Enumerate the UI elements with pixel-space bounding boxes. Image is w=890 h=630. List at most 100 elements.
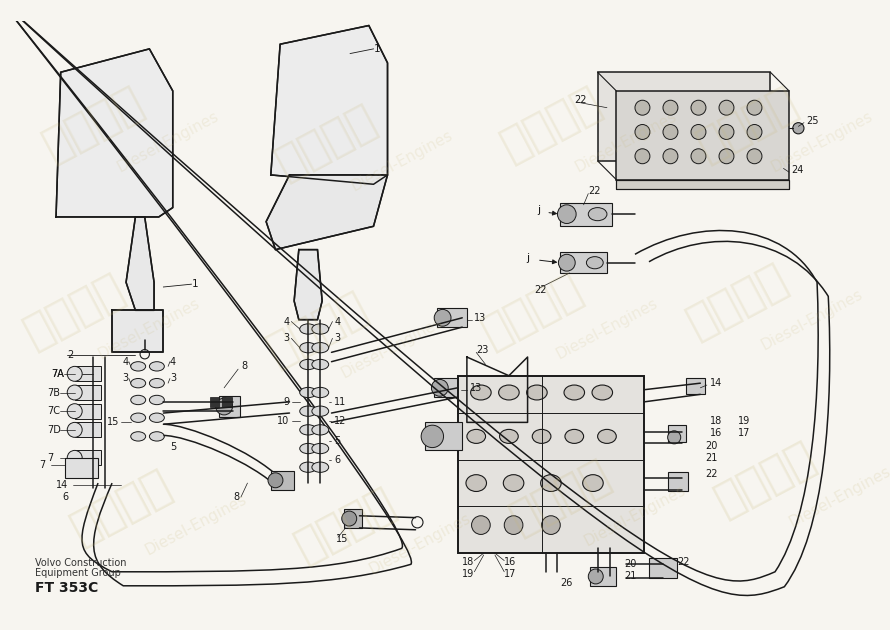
Ellipse shape	[564, 385, 585, 400]
Circle shape	[719, 125, 734, 139]
Text: FT 353C: FT 353C	[36, 581, 99, 595]
Bar	[616, 91, 789, 180]
Bar	[210, 397, 220, 406]
Circle shape	[663, 100, 678, 115]
Text: 紫发动力: 紫发动力	[494, 79, 608, 168]
Text: Diesel-Engines: Diesel-Engines	[339, 314, 446, 381]
Bar	[668, 425, 686, 442]
Circle shape	[68, 404, 82, 419]
Circle shape	[747, 125, 762, 139]
Ellipse shape	[466, 474, 487, 491]
Bar	[75, 404, 101, 419]
Text: Diesel-Engines: Diesel-Engines	[768, 109, 875, 175]
Text: 紫发动力: 紫发动力	[708, 434, 823, 522]
Bar	[65, 458, 98, 478]
Ellipse shape	[540, 474, 562, 491]
Text: 17: 17	[505, 569, 516, 579]
Text: Diesel-Engines: Diesel-Engines	[142, 492, 249, 558]
Text: 2: 2	[68, 350, 74, 360]
Bar	[425, 422, 462, 450]
Text: 21: 21	[705, 453, 717, 463]
Text: 紫发动力: 紫发动力	[18, 266, 132, 355]
Circle shape	[663, 149, 678, 164]
Text: Diesel-Engines: Diesel-Engines	[787, 464, 890, 530]
Bar	[437, 309, 467, 327]
Text: Diesel-Engines: Diesel-Engines	[554, 296, 660, 362]
Ellipse shape	[300, 444, 317, 454]
Circle shape	[663, 125, 678, 139]
Text: 11: 11	[335, 397, 346, 407]
Text: Equipment Group: Equipment Group	[36, 568, 121, 578]
Text: 19: 19	[462, 569, 474, 579]
Polygon shape	[294, 249, 322, 319]
Text: 21: 21	[624, 571, 636, 581]
Circle shape	[268, 472, 283, 488]
Text: 3: 3	[123, 374, 129, 384]
Polygon shape	[616, 180, 789, 189]
Bar	[75, 367, 101, 381]
Text: 紫发动力: 紫发动力	[288, 481, 403, 569]
Ellipse shape	[300, 406, 317, 416]
Text: Diesel-Engines: Diesel-Engines	[572, 109, 679, 175]
Text: 4: 4	[335, 316, 340, 326]
Text: 14: 14	[56, 480, 69, 490]
Text: 14: 14	[709, 378, 722, 388]
Circle shape	[472, 516, 490, 534]
Ellipse shape	[565, 430, 584, 444]
Polygon shape	[266, 175, 387, 249]
Circle shape	[342, 511, 357, 526]
Circle shape	[588, 569, 603, 584]
Ellipse shape	[131, 362, 146, 371]
Text: 紫发动力: 紫发动力	[64, 462, 179, 551]
Text: 3: 3	[283, 333, 289, 343]
Ellipse shape	[131, 413, 146, 422]
Circle shape	[434, 309, 451, 326]
Ellipse shape	[499, 430, 518, 444]
Text: 1: 1	[191, 279, 198, 289]
Text: 24: 24	[791, 165, 804, 175]
Text: 7B: 7B	[46, 387, 60, 398]
Circle shape	[691, 149, 706, 164]
Text: 8: 8	[241, 362, 247, 371]
Text: 23: 23	[476, 345, 489, 355]
Text: 9: 9	[283, 397, 289, 407]
Ellipse shape	[312, 387, 328, 398]
Ellipse shape	[300, 343, 317, 353]
Bar	[75, 450, 101, 466]
Ellipse shape	[467, 430, 486, 444]
Ellipse shape	[150, 379, 165, 388]
Text: 26: 26	[561, 578, 572, 588]
Circle shape	[747, 149, 762, 164]
Text: 5: 5	[170, 442, 176, 452]
Circle shape	[558, 255, 575, 271]
Bar	[649, 558, 677, 578]
Text: 7C: 7C	[46, 406, 60, 416]
Bar	[597, 72, 771, 161]
Text: 13: 13	[474, 313, 487, 323]
Text: 13: 13	[470, 383, 482, 393]
Circle shape	[691, 125, 706, 139]
Circle shape	[635, 125, 650, 139]
Polygon shape	[126, 217, 154, 311]
Ellipse shape	[504, 474, 524, 491]
Circle shape	[719, 149, 734, 164]
Ellipse shape	[150, 395, 165, 404]
Ellipse shape	[131, 395, 146, 404]
Text: 22: 22	[588, 186, 601, 196]
Text: 8: 8	[233, 492, 239, 502]
Text: 7A: 7A	[52, 369, 64, 379]
Polygon shape	[271, 26, 387, 184]
Circle shape	[719, 100, 734, 115]
Ellipse shape	[150, 413, 165, 422]
Text: 15: 15	[336, 534, 349, 544]
Ellipse shape	[150, 432, 165, 441]
Circle shape	[635, 100, 650, 115]
Bar	[75, 385, 101, 400]
Text: Volvo Construction: Volvo Construction	[36, 558, 127, 568]
Text: 16: 16	[709, 428, 722, 438]
Text: 20: 20	[624, 559, 636, 570]
Text: 25: 25	[805, 116, 818, 126]
Ellipse shape	[312, 462, 328, 472]
Circle shape	[505, 516, 523, 534]
Text: 7: 7	[39, 461, 45, 471]
